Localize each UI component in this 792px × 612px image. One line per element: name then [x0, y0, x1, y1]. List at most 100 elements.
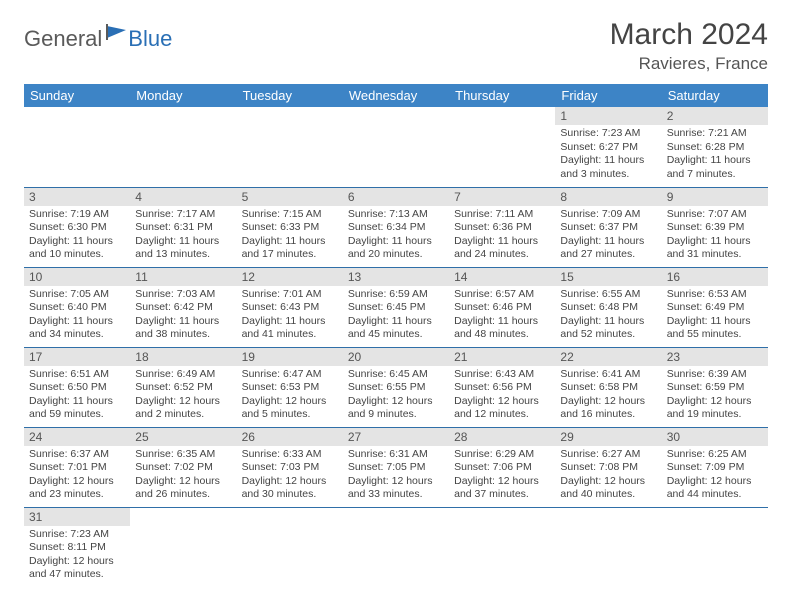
day-details: Sunrise: 6:25 AMSunset: 7:09 PMDaylight:…: [662, 446, 768, 507]
day-number: 5: [237, 188, 343, 206]
day-details: Sunrise: 7:07 AMSunset: 6:39 PMDaylight:…: [662, 206, 768, 267]
day-number: 19: [237, 348, 343, 366]
sunrise-text: Sunrise: 6:57 AM: [454, 288, 550, 302]
sunrise-text: Sunrise: 6:33 AM: [242, 448, 338, 462]
brand-part2: Blue: [128, 26, 172, 52]
day-number: 18: [130, 348, 236, 366]
day-number: [662, 508, 768, 512]
daylight-text: Daylight: 12 hours and 2 minutes.: [135, 395, 231, 422]
daylight-text: Daylight: 12 hours and 37 minutes.: [454, 475, 550, 502]
sunrise-text: Sunrise: 7:23 AM: [560, 127, 656, 141]
day-details: Sunrise: 7:17 AMSunset: 6:31 PMDaylight:…: [130, 206, 236, 267]
day-number: 20: [343, 348, 449, 366]
day-number: 1: [555, 107, 661, 125]
daylight-text: Daylight: 11 hours and 13 minutes.: [135, 235, 231, 262]
calendar-day-cell: [555, 507, 661, 587]
day-details: Sunrise: 6:43 AMSunset: 6:56 PMDaylight:…: [449, 366, 555, 427]
weekday-header-row: Sunday Monday Tuesday Wednesday Thursday…: [24, 84, 768, 107]
calendar-week-row: 24Sunrise: 6:37 AMSunset: 7:01 PMDayligh…: [24, 427, 768, 507]
day-details: Sunrise: 7:11 AMSunset: 6:36 PMDaylight:…: [449, 206, 555, 267]
sunset-text: Sunset: 6:49 PM: [667, 301, 763, 315]
daylight-text: Daylight: 11 hours and 55 minutes.: [667, 315, 763, 342]
calendar-day-cell: [449, 107, 555, 187]
calendar-day-cell: 28Sunrise: 6:29 AMSunset: 7:06 PMDayligh…: [449, 427, 555, 507]
sunset-text: Sunset: 6:28 PM: [667, 141, 763, 155]
daylight-text: Daylight: 11 hours and 31 minutes.: [667, 235, 763, 262]
calendar-day-cell: 25Sunrise: 6:35 AMSunset: 7:02 PMDayligh…: [130, 427, 236, 507]
calendar-day-cell: 16Sunrise: 6:53 AMSunset: 6:49 PMDayligh…: [662, 267, 768, 347]
sunset-text: Sunset: 6:56 PM: [454, 381, 550, 395]
daylight-text: Daylight: 11 hours and 10 minutes.: [29, 235, 125, 262]
day-details: Sunrise: 6:51 AMSunset: 6:50 PMDaylight:…: [24, 366, 130, 427]
sunrise-text: Sunrise: 7:13 AM: [348, 208, 444, 222]
daylight-text: Daylight: 12 hours and 26 minutes.: [135, 475, 231, 502]
daylight-text: Daylight: 11 hours and 52 minutes.: [560, 315, 656, 342]
month-title: March 2024: [610, 18, 768, 52]
day-number: 8: [555, 188, 661, 206]
calendar-day-cell: [130, 507, 236, 587]
sunrise-text: Sunrise: 7:11 AM: [454, 208, 550, 222]
calendar-day-cell: 10Sunrise: 7:05 AMSunset: 6:40 PMDayligh…: [24, 267, 130, 347]
sunset-text: Sunset: 6:45 PM: [348, 301, 444, 315]
sunset-text: Sunset: 7:09 PM: [667, 461, 763, 475]
day-details: Sunrise: 7:19 AMSunset: 6:30 PMDaylight:…: [24, 206, 130, 267]
sunset-text: Sunset: 6:55 PM: [348, 381, 444, 395]
calendar-week-row: 17Sunrise: 6:51 AMSunset: 6:50 PMDayligh…: [24, 347, 768, 427]
sunrise-text: Sunrise: 6:27 AM: [560, 448, 656, 462]
calendar-day-cell: 6Sunrise: 7:13 AMSunset: 6:34 PMDaylight…: [343, 187, 449, 267]
sunrise-text: Sunrise: 6:51 AM: [29, 368, 125, 382]
day-number: 17: [24, 348, 130, 366]
day-number: 6: [343, 188, 449, 206]
day-number: 23: [662, 348, 768, 366]
weekday-header: Tuesday: [237, 84, 343, 107]
day-number: 24: [24, 428, 130, 446]
sunrise-text: Sunrise: 7:15 AM: [242, 208, 338, 222]
day-details: Sunrise: 6:33 AMSunset: 7:03 PMDaylight:…: [237, 446, 343, 507]
sunset-text: Sunset: 6:43 PM: [242, 301, 338, 315]
day-number: [237, 107, 343, 111]
sunset-text: Sunset: 6:36 PM: [454, 221, 550, 235]
sunset-text: Sunset: 6:53 PM: [242, 381, 338, 395]
day-number: 4: [130, 188, 236, 206]
calendar-day-cell: [237, 507, 343, 587]
day-number: [449, 508, 555, 512]
calendar-day-cell: [662, 507, 768, 587]
daylight-text: Daylight: 11 hours and 41 minutes.: [242, 315, 338, 342]
sunrise-text: Sunrise: 7:23 AM: [29, 528, 125, 542]
day-number: [555, 508, 661, 512]
sunset-text: Sunset: 6:58 PM: [560, 381, 656, 395]
day-details: Sunrise: 7:23 AMSunset: 8:11 PMDaylight:…: [24, 526, 130, 587]
day-number: 15: [555, 268, 661, 286]
sunrise-text: Sunrise: 7:01 AM: [242, 288, 338, 302]
calendar-body: 1Sunrise: 7:23 AMSunset: 6:27 PMDaylight…: [24, 107, 768, 587]
day-number: 3: [24, 188, 130, 206]
day-details: Sunrise: 6:39 AMSunset: 6:59 PMDaylight:…: [662, 366, 768, 427]
calendar-day-cell: 15Sunrise: 6:55 AMSunset: 6:48 PMDayligh…: [555, 267, 661, 347]
sunrise-text: Sunrise: 6:53 AM: [667, 288, 763, 302]
calendar-day-cell: [343, 507, 449, 587]
day-details: Sunrise: 6:59 AMSunset: 6:45 PMDaylight:…: [343, 286, 449, 347]
day-details: Sunrise: 7:21 AMSunset: 6:28 PMDaylight:…: [662, 125, 768, 186]
flag-icon: [106, 24, 128, 45]
weekday-header: Saturday: [662, 84, 768, 107]
calendar-week-row: 1Sunrise: 7:23 AMSunset: 6:27 PMDaylight…: [24, 107, 768, 187]
calendar-day-cell: 20Sunrise: 6:45 AMSunset: 6:55 PMDayligh…: [343, 347, 449, 427]
day-number: 29: [555, 428, 661, 446]
calendar-day-cell: 31Sunrise: 7:23 AMSunset: 8:11 PMDayligh…: [24, 507, 130, 587]
day-details: Sunrise: 6:45 AMSunset: 6:55 PMDaylight:…: [343, 366, 449, 427]
day-number: 13: [343, 268, 449, 286]
calendar-week-row: 31Sunrise: 7:23 AMSunset: 8:11 PMDayligh…: [24, 507, 768, 587]
day-number: [24, 107, 130, 111]
sunset-text: Sunset: 6:46 PM: [454, 301, 550, 315]
day-details: Sunrise: 7:05 AMSunset: 6:40 PMDaylight:…: [24, 286, 130, 347]
sunset-text: Sunset: 7:06 PM: [454, 461, 550, 475]
sunset-text: Sunset: 6:40 PM: [29, 301, 125, 315]
sunset-text: Sunset: 6:34 PM: [348, 221, 444, 235]
day-details: Sunrise: 6:57 AMSunset: 6:46 PMDaylight:…: [449, 286, 555, 347]
daylight-text: Daylight: 12 hours and 16 minutes.: [560, 395, 656, 422]
sunrise-text: Sunrise: 6:37 AM: [29, 448, 125, 462]
sunset-text: Sunset: 6:37 PM: [560, 221, 656, 235]
sunset-text: Sunset: 6:30 PM: [29, 221, 125, 235]
calendar-day-cell: [237, 107, 343, 187]
sunset-text: Sunset: 7:02 PM: [135, 461, 231, 475]
